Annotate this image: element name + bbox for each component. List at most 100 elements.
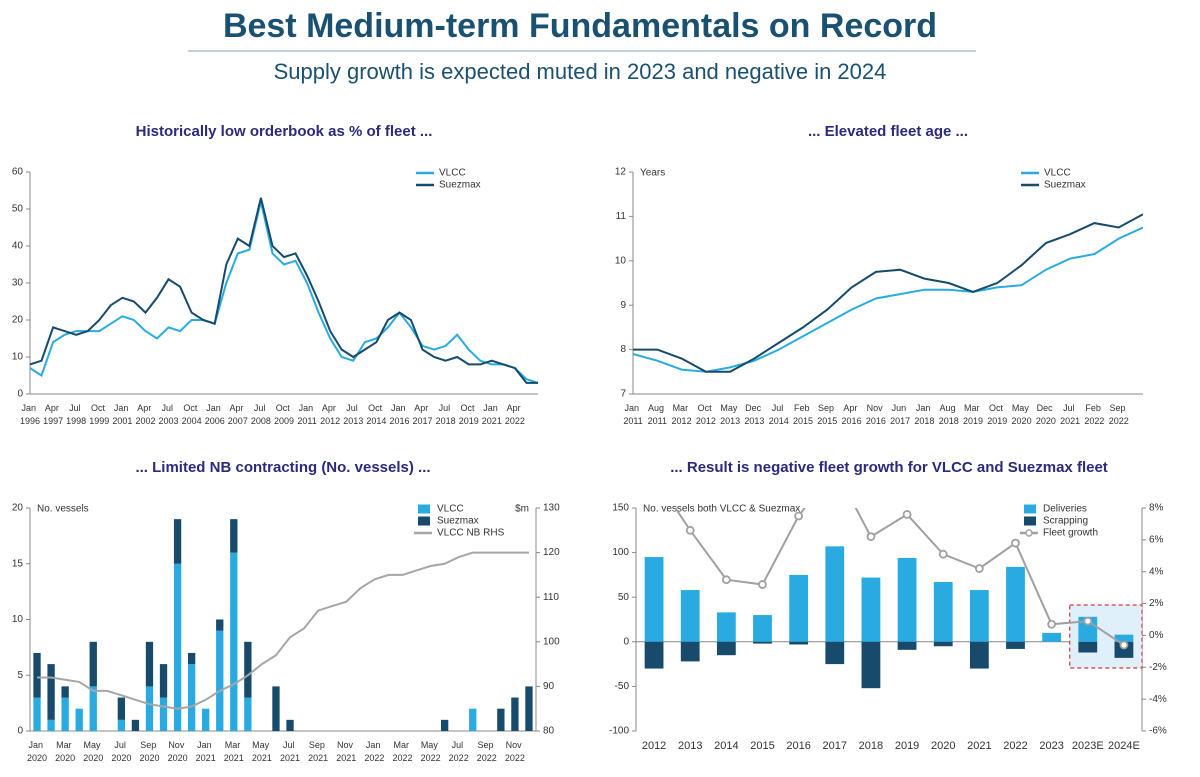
chart-title: Historically low orderbook as % of fleet… xyxy=(136,123,433,140)
bar xyxy=(230,519,238,553)
bar xyxy=(1114,634,1134,642)
x-tick-label: Apr 2002 xyxy=(135,403,155,426)
bar xyxy=(716,641,736,656)
x-tick-label: Jan 1996 xyxy=(20,403,40,426)
x-tick-label: Jan 2020 xyxy=(27,740,47,763)
legend-label: Suezmax xyxy=(439,180,481,191)
bar xyxy=(202,708,210,731)
x-tick-label: Feb 2015 xyxy=(793,403,813,426)
x-tick-label: 2023E xyxy=(1072,740,1104,752)
bar xyxy=(131,719,140,731)
x-tick-label: Mar 2012 xyxy=(672,403,692,426)
bar xyxy=(89,686,97,731)
marker xyxy=(1119,640,1129,650)
bar xyxy=(933,582,953,642)
legend-label: Scrapping xyxy=(1043,516,1088,527)
y-tick-label: 0 xyxy=(17,389,23,400)
y2-tick-label: 80 xyxy=(543,726,555,737)
y2-tick-label: 0% xyxy=(1149,630,1164,641)
y2-tick-label: 4% xyxy=(1149,566,1164,577)
y-tick-label: 0 xyxy=(17,726,23,737)
marker xyxy=(1011,538,1020,548)
marker xyxy=(974,564,984,573)
y-tick-label: 10 xyxy=(12,614,24,625)
bar xyxy=(716,612,736,642)
x-tick-label: Mar 2020 xyxy=(55,740,75,763)
x-tick-label: Jan 2021 xyxy=(196,740,216,763)
bar xyxy=(61,686,69,698)
bar xyxy=(1006,641,1025,649)
x-tick-label: Jul 2022 xyxy=(449,740,469,763)
x-tick-label: Jan 2001 xyxy=(112,403,132,426)
bar xyxy=(1078,641,1098,653)
bar xyxy=(187,652,196,665)
y-axis-label: No. vessels both VLCC & Suezmax xyxy=(643,504,800,515)
legend-label: VLCC xyxy=(1044,168,1071,179)
bar xyxy=(789,574,809,642)
bar xyxy=(286,719,294,731)
x-tick-label: Mar 2022 xyxy=(392,740,412,763)
bar xyxy=(117,719,126,731)
marker xyxy=(721,575,731,585)
x-tick-label: Oct 2014 xyxy=(366,403,386,426)
bar xyxy=(525,686,533,731)
bar xyxy=(1006,566,1025,642)
y-tick-label: 10 xyxy=(615,255,627,266)
x-tick-label: 2012 xyxy=(642,740,666,752)
y2-tick-label: -6% xyxy=(1149,726,1167,737)
x-tick-label: Jul 2020 xyxy=(111,740,131,763)
y2-tick-label: 100 xyxy=(543,636,560,647)
x-tick-label: 2015 xyxy=(750,740,774,752)
x-tick-label: 2023 xyxy=(1039,740,1063,752)
y-axis-label: Years xyxy=(640,168,665,179)
x-tick-label: May 2022 xyxy=(421,740,441,763)
y2-tick-label: 130 xyxy=(543,503,560,514)
y2-tick-label: 120 xyxy=(543,547,560,558)
chart-title: ... Limited NB contracting (No. vessels)… xyxy=(135,459,430,476)
x-tick-label: Oct 2004 xyxy=(182,403,202,426)
bar xyxy=(497,708,505,731)
x-tick-label: Jul 2014 xyxy=(769,403,789,426)
x-tick-label: Apr 2016 xyxy=(842,403,862,426)
y-tick-label: 5 xyxy=(17,670,23,681)
slide-title: Best Medium-term Fundamentals on Record xyxy=(223,7,937,45)
marker xyxy=(1047,619,1057,629)
x-tick-label: Nov 2022 xyxy=(505,740,525,763)
marker xyxy=(685,525,695,535)
bar xyxy=(680,641,700,662)
x-tick-label: Apr 2017 xyxy=(413,403,433,426)
y-tick-label: 60 xyxy=(12,167,24,178)
x-tick-label: Nov 2021 xyxy=(336,740,356,763)
legend-swatch xyxy=(418,504,430,514)
x-tick-label: 2019 xyxy=(895,740,919,752)
marker xyxy=(794,511,804,521)
bar xyxy=(145,641,154,687)
x-tick-label: Jul 2021 xyxy=(1060,403,1080,426)
slide-subtitle: Supply growth is expected muted in 2023 … xyxy=(274,59,887,84)
x-tick-label: Apr 2022 xyxy=(505,403,525,426)
y-tick-label: 0 xyxy=(623,636,629,647)
bar xyxy=(511,697,519,731)
y-tick-label: 12 xyxy=(615,167,627,178)
bar xyxy=(145,686,154,731)
bar xyxy=(216,619,224,631)
bar xyxy=(1114,641,1134,658)
bar xyxy=(1042,632,1062,642)
bar xyxy=(47,719,55,731)
y2-tick-label: 110 xyxy=(543,592,559,603)
x-tick-label: Feb 2022 xyxy=(1084,403,1104,426)
y2-tick-label: -4% xyxy=(1149,694,1167,705)
bar xyxy=(33,652,41,698)
x-tick-label: 2013 xyxy=(678,740,702,752)
x-tick-label: Nov 2016 xyxy=(866,403,886,426)
x-tick-label: Oct 2019 xyxy=(459,403,479,426)
x-tick-label: May 2020 xyxy=(83,740,103,763)
x-tick-label: May 2021 xyxy=(252,740,272,763)
bar xyxy=(244,641,252,698)
y-tick-label: 15 xyxy=(12,558,24,569)
bar xyxy=(187,664,196,731)
x-tick-label: Sep 2020 xyxy=(139,740,159,763)
x-tick-label: May 2020 xyxy=(1012,403,1032,426)
x-tick-label: Dec 2020 xyxy=(1036,403,1056,426)
legend-label: VLCC xyxy=(439,168,466,179)
